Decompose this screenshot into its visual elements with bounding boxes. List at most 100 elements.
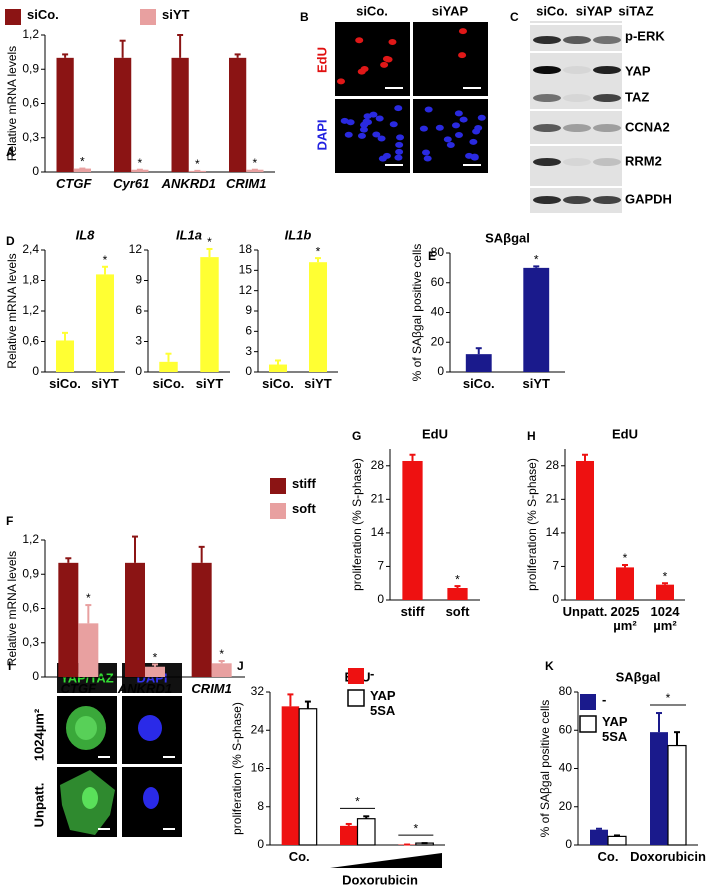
bar (114, 57, 132, 173)
legend-swatch (140, 9, 156, 25)
y-tick-label: 3 (135, 334, 142, 348)
band (563, 94, 591, 102)
y-tick-label: 0 (437, 364, 444, 378)
nucleus (360, 66, 369, 73)
x-tick-label: siCo. (49, 376, 81, 391)
significance-mark: * (316, 244, 321, 258)
y-tick-label: 6 (245, 324, 252, 338)
x-tick-label: Cyr61 (113, 176, 150, 191)
legend-label-box: - (370, 666, 375, 681)
y-tick-label: 1,2 (22, 303, 39, 317)
band (533, 124, 561, 132)
nucleus (378, 155, 387, 162)
x-tick-label: ANKRD1 (161, 176, 216, 191)
row-label: YAP (625, 63, 651, 78)
nucleus (138, 715, 162, 741)
y-tick-label: 0 (135, 364, 142, 378)
nucleus (344, 131, 353, 138)
y-tick-label: 16 (251, 761, 265, 775)
legend-label-box: siYT (162, 7, 190, 22)
y-tick-label: 28 (371, 458, 385, 472)
bar (56, 57, 74, 173)
x-tick-label-box: soft (446, 604, 470, 619)
bar (269, 364, 287, 372)
y-tick-label: 60 (559, 722, 573, 736)
bar (191, 562, 212, 677)
significance-mark: * (534, 253, 539, 267)
bar (607, 835, 627, 846)
x-tick-label: stiff (400, 604, 425, 619)
panel-letter: K (545, 659, 554, 673)
bar (73, 168, 91, 172)
nucleus (419, 125, 428, 132)
y-tick-label: 9 (135, 273, 142, 287)
legend-label: siYT (162, 7, 190, 22)
band (593, 36, 621, 44)
x-tick-label: siYT (195, 376, 224, 391)
nucleus (388, 39, 397, 46)
row-label: TAZ (625, 89, 649, 104)
band (533, 196, 561, 204)
significance-mark: * (666, 691, 671, 705)
y-tick-label: 80 (431, 245, 445, 259)
row-label: CCNA2 (625, 119, 670, 134)
nucleus (75, 716, 97, 740)
column-label: siYAP (432, 3, 469, 18)
y-tick-label: 18 (239, 242, 253, 256)
x-tick-label: siCo. (152, 376, 185, 391)
row-label: Unpatt. (31, 783, 46, 828)
legend-swatch (579, 715, 597, 733)
x-tick-label: CRIM1 (191, 681, 232, 696)
x-tick-label-box: siCo. (262, 376, 294, 391)
x-tick-label: siYT (522, 376, 550, 391)
nucleus (362, 118, 371, 125)
bar (616, 567, 634, 600)
y-tick-label: 7 (377, 559, 384, 573)
bar (447, 588, 468, 600)
y-tick-label: 0,6 (22, 334, 39, 348)
micrograph (413, 22, 488, 96)
y-axis-label: proliferation (% S-phase) (350, 458, 364, 591)
nucleus (340, 117, 349, 124)
significance-mark: * (86, 591, 91, 605)
band (533, 94, 561, 102)
y-tick-label: 7 (552, 559, 559, 573)
y-tick-label: 15 (239, 263, 253, 277)
nucleus (443, 136, 452, 143)
legend-label: - (602, 692, 607, 707)
bar (650, 732, 668, 845)
y-tick-label: 3 (245, 344, 252, 358)
band (593, 158, 621, 166)
nucleus (396, 134, 405, 141)
bar (211, 663, 232, 677)
micrographs (335, 22, 488, 173)
x-tick-label-box: ANKRD1 (118, 681, 172, 696)
y-tick-label: 2,4 (22, 242, 39, 256)
chart-title: EdU (612, 426, 638, 441)
chart-title: IL8 (76, 227, 96, 242)
chart-title: IL1a (176, 227, 202, 242)
chart-title: SAβgal (616, 669, 661, 684)
y-axis-label: proliferation (% S-phase) (230, 702, 244, 835)
y-tick-label: 0,9 (22, 61, 39, 75)
nucleus (394, 154, 403, 161)
x-tick-label: Co. (288, 849, 310, 864)
x-tick-label: CTGF (60, 681, 97, 696)
y-tick-label: 12 (239, 283, 253, 297)
bar (145, 666, 165, 677)
x-tick-label: Co. (597, 849, 619, 864)
chart-title: SAβgal (485, 230, 530, 245)
y-tick-label: 14 (546, 525, 560, 539)
nucleus (82, 787, 98, 809)
legend-swatch (5, 9, 21, 25)
y-tick-label: 21 (546, 492, 560, 506)
band (563, 124, 591, 132)
nucleus (454, 110, 463, 117)
band (533, 66, 561, 74)
x-tick-label-box: CTGF (60, 681, 97, 696)
legend-label: - (370, 666, 375, 681)
bar (465, 354, 492, 372)
bar (171, 57, 189, 173)
x-tick-label-box: 2025 µm² (611, 604, 640, 632)
nucleus (474, 125, 483, 132)
